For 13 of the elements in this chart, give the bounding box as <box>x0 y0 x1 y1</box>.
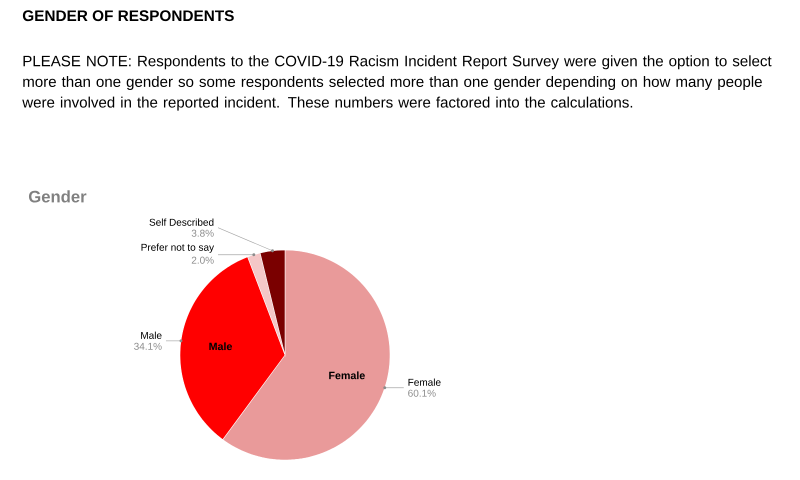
slice-label: Self Described <box>150 218 214 226</box>
chart-title: GENDER OF RESPONDENTS <box>22 10 234 22</box>
slice-label: Male <box>209 342 232 350</box>
data-label: 3.8% <box>192 230 214 237</box>
slice-label: Prefer not to say <box>142 243 214 253</box>
data-label: 34.1% <box>134 342 162 350</box>
data-label: 60.1% <box>408 390 436 397</box>
slice-label: Male <box>141 332 162 339</box>
data-label: 2.0% <box>192 256 214 264</box>
text: Gender <box>28 190 86 203</box>
chart-subtitle: PLEASE NOTE: Respondents to the COVID-19 Racism Incident Report Survey were given the option to select more than one gender so some respondents selected more than one gender depending on how many people were involved in the reported incident. These numbers were factored into the calculations. <box>22 55 772 111</box>
slice-label: Female <box>329 371 365 380</box>
slice-label: Female <box>408 378 441 386</box>
